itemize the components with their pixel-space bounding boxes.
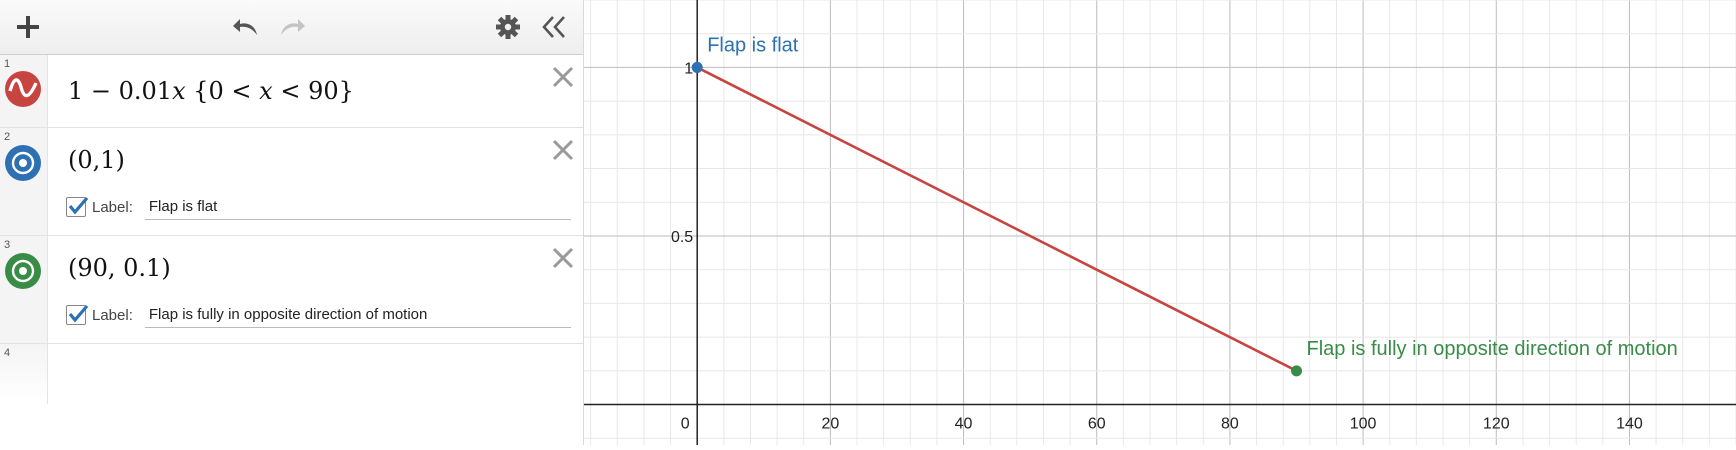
- expression-gutter: 1: [0, 55, 48, 127]
- math-part: < 90}: [272, 77, 354, 105]
- checkmark-icon: [68, 196, 89, 215]
- label-row: Label:: [66, 302, 571, 328]
- expression-row-1[interactable]: 1 1 − 0.01x {0 < x < 90}: [0, 55, 583, 128]
- expression-math[interactable]: (0,1): [68, 146, 125, 174]
- expression-row-4[interactable]: 4: [0, 344, 583, 404]
- plot-layer: Flap is flat Flap is fully in opposite di…: [691, 34, 1678, 377]
- x-tick-label: 140: [1616, 416, 1643, 433]
- data-point: [691, 61, 703, 73]
- x-tick-label: 60: [1088, 416, 1106, 433]
- settings-button[interactable]: [490, 10, 526, 44]
- tick-labels: 0 20 40 60 80 100 120 140 0.5 1: [671, 60, 1643, 432]
- function-line: [696, 66, 1298, 372]
- undo-icon: [233, 19, 257, 35]
- expression-list: 1 1 − 0.01x {0 < x < 90}: [0, 55, 583, 404]
- delete-expression-button[interactable]: [551, 65, 575, 89]
- label-row: Label:: [66, 194, 571, 220]
- graph-area[interactable]: 0 20 40 60 80 100 120 140 0.5 1 Flap is flat Flap …: [584, 0, 1736, 445]
- expression-row-3[interactable]: 3 (90, 0.1): [0, 236, 583, 344]
- checkmark-icon: [68, 304, 89, 323]
- redo-icon: [281, 19, 305, 35]
- add-expression-button[interactable]: [10, 10, 46, 44]
- redo-button[interactable]: [274, 10, 310, 44]
- expression-index: 3: [4, 239, 11, 251]
- grid: [584, 0, 1736, 445]
- label-caption: Label:: [92, 198, 133, 216]
- close-icon: [552, 66, 574, 88]
- label-input[interactable]: [144, 302, 571, 328]
- undo-button[interactable]: [228, 10, 264, 44]
- math-variable: x: [172, 77, 186, 105]
- plus-icon: [17, 16, 39, 38]
- math-part: {0 <: [185, 77, 260, 105]
- label-caption: Label:: [92, 306, 133, 324]
- point-label: Flap is flat: [707, 34, 799, 56]
- close-icon: [552, 247, 574, 269]
- expression-index: 1: [4, 58, 11, 70]
- data-point: [1291, 365, 1303, 377]
- double-chevron-left-icon: [542, 16, 565, 38]
- expression-math[interactable]: 1 − 0.01x {0 < x < 90}: [68, 77, 354, 105]
- delete-expression-button[interactable]: [551, 246, 575, 270]
- math-variable: x: [259, 77, 273, 105]
- graph-wave-icon[interactable]: [5, 71, 41, 107]
- point-icon[interactable]: [5, 253, 41, 289]
- point-icon[interactable]: [5, 145, 41, 181]
- x-tick-label: 100: [1350, 416, 1377, 433]
- expression-gutter: 2: [0, 128, 48, 235]
- label-checkbox[interactable]: [66, 304, 89, 325]
- label-input[interactable]: [144, 194, 571, 220]
- x-tick-label: 40: [955, 416, 973, 433]
- expression-gutter: 4: [0, 344, 48, 404]
- expression-index: 2: [4, 131, 11, 143]
- expression-row-2[interactable]: 2 (0,1): [0, 128, 583, 236]
- label-checkbox[interactable]: [66, 196, 89, 217]
- delete-expression-button[interactable]: [551, 138, 575, 162]
- expression-toolbar: [0, 0, 583, 55]
- math-part: 1 − 0.01: [68, 77, 173, 105]
- x-tick-label: 80: [1221, 416, 1239, 433]
- expression-panel: 1 1 − 0.01x {0 < x < 90}: [0, 0, 584, 445]
- axes: [584, 0, 1736, 445]
- gear-icon: [496, 15, 520, 39]
- x-tick-label: 0: [681, 416, 690, 433]
- y-tick-label: 1: [684, 60, 693, 77]
- x-tick-label: 120: [1483, 416, 1510, 433]
- y-tick-label: 0.5: [671, 229, 693, 246]
- expression-math[interactable]: (90, 0.1): [68, 254, 171, 282]
- x-tick-label: 20: [821, 416, 839, 433]
- close-icon: [552, 139, 574, 161]
- expression-gutter: 3: [0, 236, 48, 343]
- collapse-panel-button[interactable]: [536, 10, 572, 44]
- point-label: Flap is fully in opposite direction of m…: [1307, 338, 1678, 360]
- expression-index: 4: [4, 347, 11, 359]
